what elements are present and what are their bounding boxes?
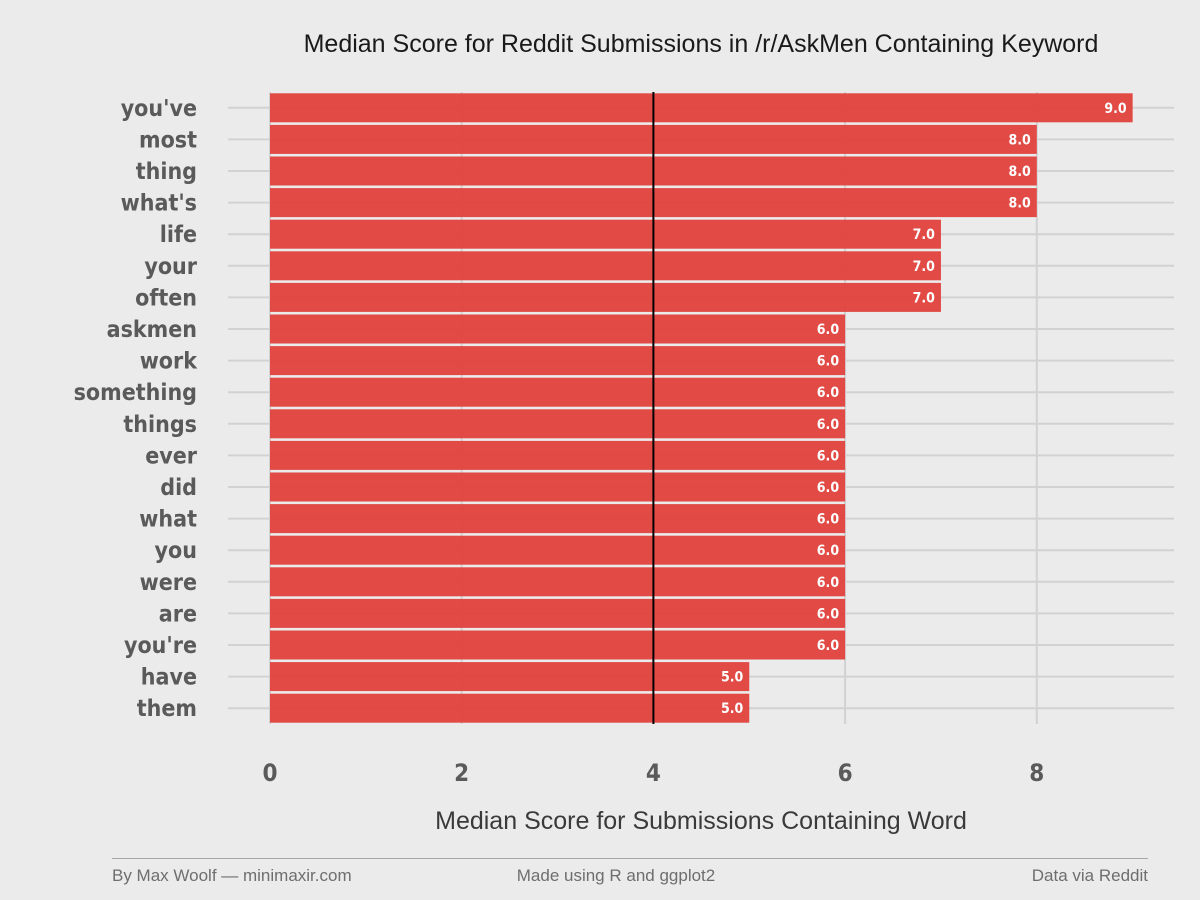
- bar-value-label: 6.0: [817, 385, 840, 401]
- category-label: askmen: [107, 317, 197, 343]
- x-axis-title: Median Score for Submissions Containing …: [435, 807, 967, 835]
- bar-value-label: 7.0: [913, 290, 936, 306]
- bar: [270, 567, 846, 597]
- category-label: your: [144, 254, 197, 280]
- category-label: you've: [121, 96, 197, 122]
- category-label: often: [135, 285, 197, 311]
- footer-author: By Max Woolf — minimaxir.com: [112, 866, 352, 885]
- bar: [270, 440, 846, 470]
- category-label: ever: [145, 443, 198, 469]
- category-label: did: [160, 475, 197, 501]
- bar-value-label: 6.0: [817, 448, 840, 464]
- bar: [270, 282, 941, 312]
- bar: [270, 251, 941, 281]
- x-tick-label: 0: [262, 759, 277, 787]
- x-tick-label: 4: [646, 759, 661, 787]
- bar-value-label: 6.0: [817, 543, 840, 559]
- bar-value-labels: 9.0 8.0 8.0 8.0 7.0 7.0 7.0 6.0 6.0 6.0 6.0 6.0 6.0 6…: [721, 101, 1127, 717]
- bar-value-label: 6.0: [817, 638, 840, 654]
- footer-source: Data via Reddit: [1031, 866, 1148, 885]
- category-label: you're: [124, 633, 197, 659]
- bar-value-label: 6.0: [817, 322, 840, 338]
- category-label: something: [74, 380, 197, 406]
- bar: [270, 630, 846, 660]
- bar-value-label: 6.0: [817, 417, 840, 433]
- x-tick-labels: 0 2 4 6 8: [262, 759, 1044, 787]
- category-label: you: [155, 538, 197, 564]
- bar-value-label: 6.0: [817, 480, 840, 496]
- bars: [270, 93, 1133, 723]
- bar-value-label: 7.0: [913, 227, 936, 243]
- category-label: life: [160, 222, 197, 248]
- bar: [270, 346, 846, 376]
- category-label: were: [140, 570, 197, 596]
- bar-value-label: 6.0: [817, 512, 840, 528]
- chart-title: Median Score for Reddit Submissions in /…: [304, 30, 1099, 58]
- bar: [270, 314, 846, 344]
- bar: [270, 662, 750, 692]
- bar-value-label: 6.0: [817, 606, 840, 622]
- bar: [270, 693, 750, 723]
- category-label: what: [139, 507, 197, 533]
- x-tick-label: 6: [838, 759, 853, 787]
- x-tick-label: 2: [454, 759, 469, 787]
- bar-value-label: 8.0: [1008, 164, 1031, 180]
- bar-value-label: 8.0: [1008, 196, 1031, 212]
- category-label: things: [123, 412, 197, 438]
- bar: [270, 93, 1133, 123]
- bar-value-label: 5.0: [721, 670, 744, 686]
- category-label: what's: [121, 191, 197, 217]
- category-label: have: [141, 665, 197, 691]
- x-tick-label: 8: [1029, 759, 1044, 787]
- category-label: work: [140, 349, 199, 375]
- bar-value-label: 5.0: [721, 701, 744, 717]
- bar: [270, 377, 846, 407]
- grid-lines: [228, 92, 1174, 724]
- bar-value-label: 6.0: [817, 354, 840, 370]
- category-label: are: [159, 601, 197, 627]
- bar: [270, 219, 941, 249]
- bar: [270, 504, 846, 534]
- bar: [270, 535, 846, 565]
- footer-divider: [112, 858, 1148, 859]
- bar: [270, 472, 846, 502]
- category-label: thing: [136, 159, 197, 185]
- bar: [270, 409, 846, 439]
- category-labels: you've most thing what's life your often askmen…: [74, 96, 199, 722]
- bar: [270, 598, 846, 628]
- bar-value-label: 9.0: [1104, 101, 1127, 117]
- bar-value-label: 6.0: [817, 575, 840, 591]
- bar-value-label: 8.0: [1008, 132, 1031, 148]
- bar-value-label: 7.0: [913, 259, 936, 275]
- footer-tools: Made using R and ggplot2: [516, 866, 716, 885]
- category-label: most: [139, 127, 197, 153]
- category-label: them: [137, 696, 197, 722]
